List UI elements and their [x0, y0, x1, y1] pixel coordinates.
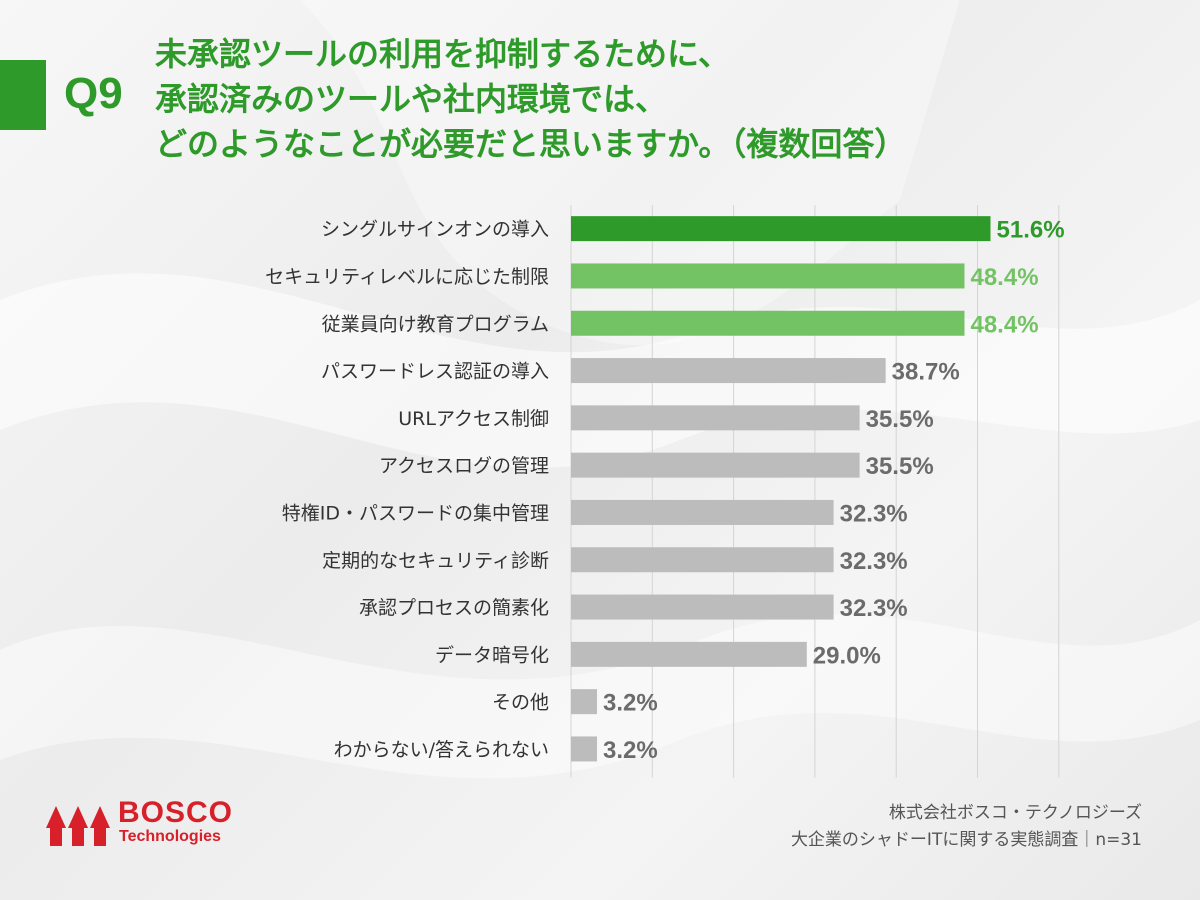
bar	[571, 736, 598, 762]
value-label: 35.5%	[866, 453, 934, 480]
category-label: セキュリティレベルに応じた制限	[265, 266, 549, 288]
company-logo: BOSCO Technologies	[46, 796, 266, 850]
logo-subtitle: Technologies	[119, 828, 221, 845]
bar	[571, 689, 598, 715]
category-label: パスワードレス認証の導入	[321, 361, 549, 383]
footer-survey: 大企業のシャドーITに関する実態調査｜n=31	[790, 830, 1142, 850]
bar	[571, 263, 965, 289]
value-label: 38.7%	[892, 359, 960, 386]
bar	[571, 310, 965, 336]
bar	[571, 405, 860, 431]
value-label: 32.3%	[840, 500, 908, 527]
category-label: 承認プロセスの簡素化	[359, 597, 549, 619]
category-label: 従業員向け教育プログラム	[322, 313, 549, 335]
footer-info: 株式会社ボスコ・テクノロジーズ 大企業のシャドーITに関する実態調査｜n=31	[791, 800, 1142, 854]
category-label: 定期的なセキュリティ診断	[322, 550, 549, 572]
title-line-2: 承認済みのツールや社内環境では、	[155, 80, 668, 118]
category-label: データ暗号化	[435, 644, 549, 666]
category-label: アクセスログの管理	[379, 455, 549, 477]
value-label: 51.6%	[997, 217, 1065, 244]
category-label: シングルサインオンの導入	[321, 219, 549, 241]
category-label: その他	[492, 692, 549, 714]
bar	[571, 452, 860, 478]
category-label: URLアクセス制御	[398, 408, 549, 430]
bar	[571, 641, 807, 667]
logo-name: BOSCO	[118, 796, 234, 829]
bar	[571, 499, 834, 525]
bar	[571, 594, 834, 620]
value-label: 48.4%	[970, 311, 1038, 338]
title-line-1: 未承認ツールの利用を抑制するために、	[155, 35, 731, 73]
value-label: 3.2%	[603, 690, 658, 717]
category-label: 特権ID・パスワードの集中管理	[282, 502, 549, 524]
value-label: 35.5%	[866, 406, 934, 433]
bar	[571, 216, 991, 242]
bosco-logo-icon	[46, 806, 110, 846]
footer-company: 株式会社ボスコ・テクノロジーズ	[888, 803, 1142, 823]
value-label: 32.3%	[840, 595, 908, 622]
category-label: わからない/答えられない	[334, 739, 549, 761]
question-marker	[0, 60, 46, 130]
bar	[571, 547, 834, 573]
value-label: 48.4%	[970, 264, 1038, 291]
value-label: 29.0%	[813, 642, 881, 669]
bar	[571, 358, 886, 384]
question-title: 未承認ツールの利用を抑制するために、 承認済みのツールや社内環境では、 どのよう…	[155, 32, 1155, 167]
title-line-3: どのようなことが必要だと思いますか。（複数回答）	[155, 125, 907, 163]
question-number: Q9	[64, 69, 123, 118]
value-label: 3.2%	[603, 737, 658, 764]
value-label: 32.3%	[840, 548, 908, 575]
